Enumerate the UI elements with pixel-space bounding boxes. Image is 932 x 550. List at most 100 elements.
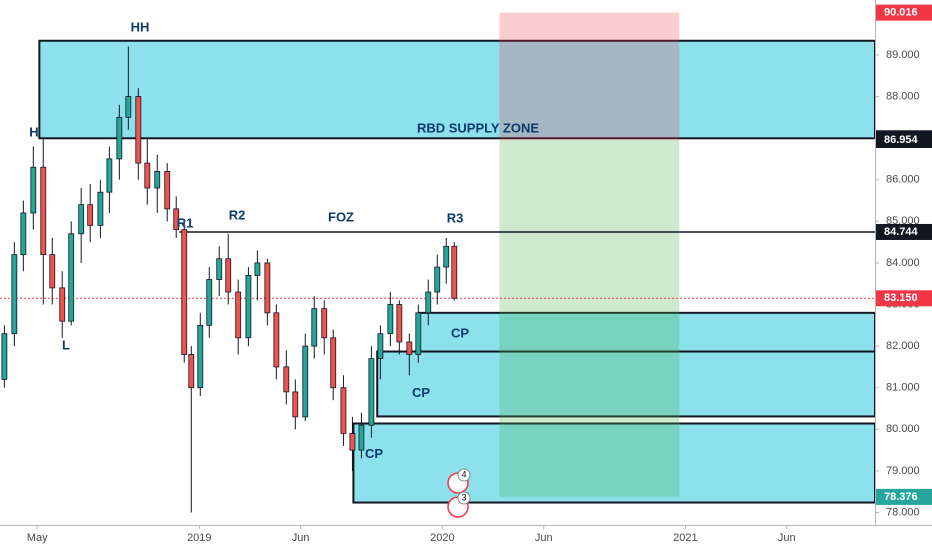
candle-body — [68, 233, 75, 322]
y-tick-label: 80.000 — [886, 423, 920, 435]
candle-body — [415, 312, 422, 355]
zone — [38, 39, 876, 140]
x-tick-label: Jun — [535, 532, 553, 544]
x-tick-label: 2021 — [673, 532, 697, 544]
overlays — [0, 12, 876, 504]
zone-label: CP — [451, 326, 469, 341]
price-label: 84.744 — [884, 226, 919, 238]
annotation: L — [62, 337, 70, 352]
price-label: 83.150 — [884, 292, 918, 304]
candle-body — [254, 262, 261, 276]
candle-body — [1, 333, 8, 380]
price-label: 90.016 — [884, 7, 918, 19]
candle-body — [368, 358, 375, 426]
event-badge-group: 4 3 — [447, 468, 471, 518]
candle-body — [302, 345, 309, 418]
candle-body — [425, 291, 432, 314]
x-tick-label: 2020 — [430, 532, 454, 544]
annotation: FOZ — [328, 209, 354, 224]
price-label-box — [876, 488, 932, 505]
candle-body — [321, 308, 328, 339]
y-tick-label: 81.000 — [886, 382, 920, 394]
candle-body — [197, 324, 204, 389]
candle-body — [330, 337, 337, 389]
y-tick-label: 82.000 — [886, 340, 920, 352]
candle-body — [154, 170, 161, 189]
candle-body — [181, 229, 188, 355]
candle-body — [20, 212, 27, 255]
candle-body — [292, 391, 299, 418]
zone — [376, 350, 876, 418]
candle-body — [396, 304, 403, 343]
candle-body — [49, 254, 56, 289]
target-area — [499, 140, 680, 497]
price-label-box — [876, 223, 932, 240]
y-tick-label: 84.000 — [886, 257, 920, 269]
price-label-box — [876, 290, 932, 307]
candle-body — [135, 96, 142, 164]
candle-body — [78, 204, 85, 235]
candle-body — [235, 291, 242, 339]
x-tick-label: Jun — [292, 532, 310, 544]
zone-label: RBD SUPPLY ZONE — [417, 121, 539, 136]
candle-body — [349, 433, 356, 451]
candle-body — [273, 312, 280, 368]
candle-body — [340, 387, 347, 434]
annotation: R3 — [447, 210, 464, 225]
candle-body — [377, 333, 384, 359]
candle-body — [434, 266, 441, 293]
candle-body — [264, 262, 271, 314]
price-label-box — [876, 132, 932, 149]
price-label: 78.376 — [884, 491, 918, 503]
price-label-box — [876, 4, 932, 21]
candle-body — [40, 166, 47, 255]
event-count-label: 3 — [461, 492, 466, 502]
candles — [1, 46, 458, 513]
candle-body — [283, 366, 290, 393]
annotation: R1 — [177, 215, 194, 230]
candle-body — [116, 116, 123, 160]
y-tick-label: 86.000 — [886, 174, 920, 186]
zone — [352, 422, 876, 504]
candle-body — [406, 341, 413, 355]
event-count — [457, 468, 471, 482]
candle-body — [87, 204, 94, 226]
stop-area — [499, 12, 680, 141]
x-tick-label: 2019 — [187, 532, 211, 544]
candle-body — [164, 170, 171, 210]
candle-body — [358, 424, 365, 451]
annotation: HH — [131, 19, 150, 34]
candle-body — [173, 208, 180, 231]
candle-body — [216, 258, 223, 280]
candle-body — [30, 166, 37, 214]
candle-body — [59, 287, 66, 322]
annotation: R2 — [229, 207, 246, 222]
candle-body — [387, 304, 394, 335]
candle-body — [443, 245, 450, 268]
y-tick-label: 79.000 — [886, 465, 920, 477]
candle-body — [311, 308, 318, 347]
candle-body — [188, 354, 195, 389]
price-label: 86.954 — [884, 134, 919, 146]
annotation: H — [29, 124, 38, 139]
axes: 78.00079.00080.00081.00082.00083.00084.0… — [27, 4, 932, 544]
y-tick-label: 78.000 — [886, 506, 920, 518]
zone — [418, 311, 876, 353]
x-tick-label: May — [27, 532, 48, 544]
candle-body — [245, 274, 252, 339]
zone-label: CP — [365, 446, 383, 461]
x-tick-label: Jun — [778, 532, 796, 544]
y-tick-label: 88.000 — [886, 90, 920, 102]
candle-body — [97, 191, 104, 226]
candle-body — [11, 254, 18, 335]
event-count-label: 4 — [461, 469, 466, 479]
candle-body — [225, 258, 232, 293]
event-count — [457, 491, 471, 505]
candle-body — [144, 162, 151, 189]
candle-body — [125, 96, 132, 118]
y-tick-label: 89.000 — [886, 49, 920, 61]
